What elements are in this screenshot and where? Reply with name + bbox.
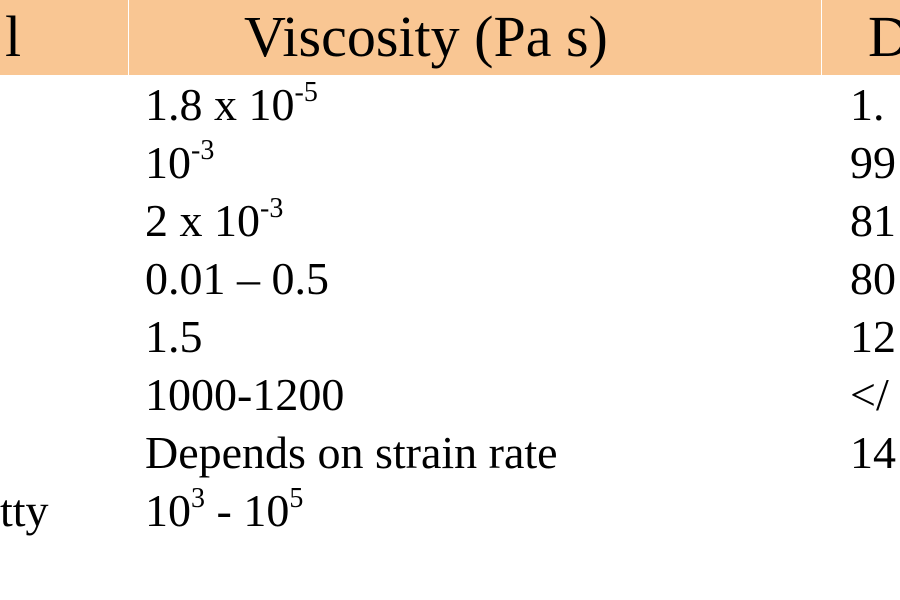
header-col3-label: D bbox=[868, 4, 900, 69]
viscosity-tail: - 10 bbox=[205, 485, 290, 536]
viscosity-cell: 10-3 bbox=[145, 137, 214, 188]
viscosity-cell: 1.5 bbox=[145, 314, 203, 360]
header-col1-label: l bbox=[5, 4, 22, 69]
viscosity-cell: 0.01 – 0.5 bbox=[145, 256, 329, 302]
viscosity-exponent: -3 bbox=[191, 135, 215, 166]
col3-cell: 14 bbox=[850, 427, 896, 478]
viscosity-cell: Depends on strain rate bbox=[145, 430, 558, 476]
viscosity-cell: 1000-1200 bbox=[145, 372, 344, 418]
viscosity-cell: 2 x 10-3 bbox=[145, 195, 283, 246]
col3-cell: </ bbox=[850, 369, 889, 420]
viscosity-base: Depends on strain rate bbox=[145, 427, 558, 478]
col3-cell: 99 bbox=[850, 137, 896, 188]
viscosity-base: 10 bbox=[145, 137, 191, 188]
col1-cell: tty bbox=[0, 485, 49, 536]
column-divider bbox=[821, 0, 822, 75]
viscosity-exponent: -3 bbox=[260, 193, 284, 224]
viscosity-cell: 1.8 x 10-5 bbox=[145, 79, 318, 130]
viscosity-base: 2 x 10 bbox=[145, 195, 260, 246]
header-viscosity-label: Viscosity (Pa s) bbox=[244, 4, 608, 69]
col3-cell: 80 bbox=[850, 253, 896, 304]
viscosity-base: 0.01 – 0.5 bbox=[145, 253, 329, 304]
col3-cell: 12 bbox=[850, 311, 896, 362]
viscosity-base: 1000-1200 bbox=[145, 369, 345, 420]
col3-cell: 81 bbox=[850, 195, 896, 246]
viscosity-base: 10 bbox=[145, 485, 191, 536]
viscosity-exponent: 3 bbox=[191, 483, 205, 514]
viscosity-base: 1.5 bbox=[145, 311, 203, 362]
column-divider bbox=[128, 0, 129, 75]
col3-cell: 1. bbox=[850, 79, 885, 130]
viscosity-base: 1.8 x 10 bbox=[145, 79, 295, 130]
viscosity-cell: 103 - 105 bbox=[145, 485, 303, 536]
viscosity-exponent-2: 5 bbox=[289, 483, 304, 514]
viscosity-exponent: -5 bbox=[294, 77, 318, 108]
table-header bbox=[0, 0, 900, 75]
